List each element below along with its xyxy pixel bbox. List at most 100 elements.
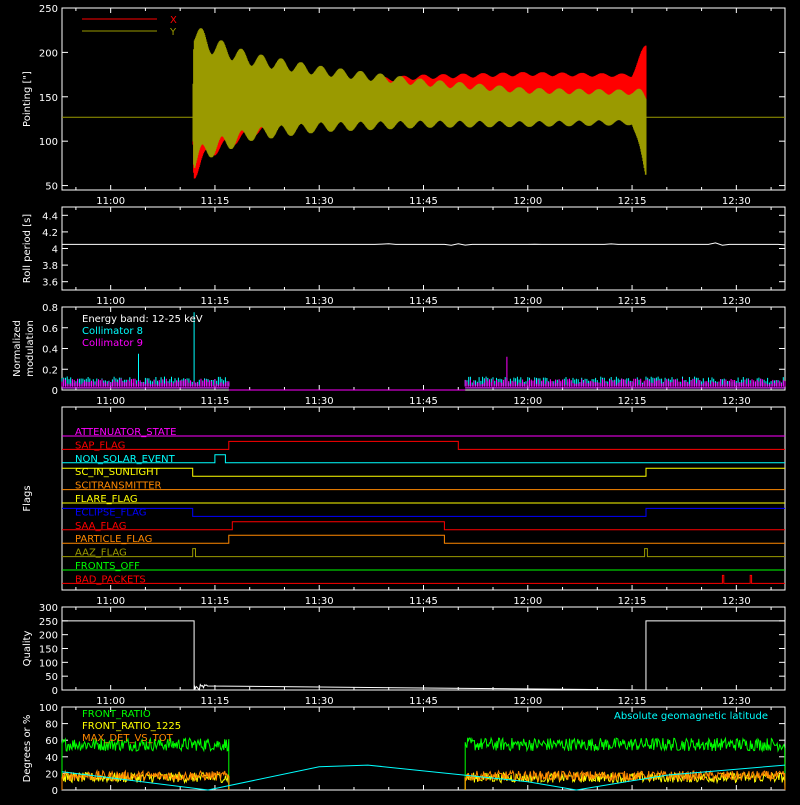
flag-label-particle-flag: PARTICLE_FLAG [75, 534, 152, 545]
quality-ytick-label: 0 [52, 686, 58, 697]
flag-label-attenuator-state: ATTENUATOR_STATE [75, 427, 176, 438]
flag-label-flare-flag: FLARE_FLAG [75, 494, 138, 505]
flag-label-saa-flag: SAA_FLAG [75, 521, 126, 532]
quality-xtick-label: 11:30 [305, 696, 334, 707]
roll-period-xtick-label: 11:45 [409, 296, 438, 307]
modulation-ytick-label: 0.6 [42, 324, 58, 335]
flag-label-sc-in-sunlight: SC_IN_SUNLIGHT [75, 467, 161, 478]
pointing-xtick-label: 11:15 [201, 196, 230, 207]
quality-xtick-label: 12:00 [513, 696, 542, 707]
pointing-ytick-label: 50 [45, 182, 58, 193]
modulation-series-9 [61, 356, 786, 389]
flag-label-scitransmitter: SCITRANSMITTER [75, 481, 162, 492]
flags-ylabel: Flags [22, 485, 33, 511]
quality-ytick-label: 300 [39, 603, 58, 614]
modulation-xtick-label: 11:30 [305, 396, 334, 407]
pointing-xtick-label: 12:15 [618, 196, 647, 207]
ratios-ytick-label: 80 [45, 720, 58, 731]
ratio-legend-2: MAX_DET_VS_TOT [82, 733, 174, 744]
modulation-xtick-label: 12:15 [618, 396, 647, 407]
flags-xtick-label: 11:15 [201, 596, 230, 607]
geomagnetic-latitude-line [61, 764, 786, 791]
flag-line-eclipse-flag [62, 507, 785, 517]
modulation-xtick-label: 11:00 [96, 396, 125, 407]
ratios-ytick-label: 60 [45, 736, 58, 747]
roll-period-ylabel: Roll period [s] [22, 214, 33, 283]
quality-ytick-label: 250 [39, 617, 58, 628]
quality-xtick-label: 12:15 [618, 696, 647, 707]
quality-xtick-label: 11:45 [409, 696, 438, 707]
quality-xtick-label: 12:30 [722, 696, 751, 707]
modulation-ylabel-2: modulation [25, 320, 36, 377]
pointing-ytick-label: 250 [39, 4, 58, 15]
flag-label-eclipse-flag: ECLIPSE_FLAG [75, 507, 146, 518]
modulation-legend-8: Collimator 8 [82, 326, 143, 337]
flags-xtick-label: 11:00 [96, 596, 125, 607]
ratios-ytick-label: 20 [45, 769, 58, 780]
ratios-ytick-label: 0 [52, 786, 58, 797]
roll-period-xtick-label: 12:15 [618, 296, 647, 307]
roll-period-ytick-label: 3.6 [42, 278, 58, 289]
roll-period-ytick-label: 4.4 [42, 211, 58, 222]
modulation-xtick-label: 11:45 [409, 396, 438, 407]
roll-period-ytick-label: 3.8 [42, 261, 58, 272]
pointing-ytick-label: 100 [39, 137, 58, 148]
roll-period-line [61, 242, 786, 246]
ratio-legend-0: FRONT_RATIO [82, 709, 151, 720]
flag-label-bad-packets: BAD_PACKETS [75, 574, 146, 585]
legend-label-x: X [170, 15, 177, 26]
flag-line-non-solar-event [62, 454, 785, 464]
quality-ytick-label: 50 [45, 672, 58, 683]
roll-period-xtick-label: 12:30 [722, 296, 751, 307]
quality-line [62, 620, 785, 691]
pointing-xtick-label: 11:45 [409, 196, 438, 207]
quality-xtick-label: 11:15 [201, 696, 230, 707]
modulation-xtick-label: 11:15 [201, 396, 230, 407]
modulation-ytick-label: 0.2 [42, 365, 58, 376]
pointing-ylabel: Pointing ["] [22, 71, 33, 127]
roll-period-ytick-label: 4.2 [42, 228, 58, 239]
quality-frame [61, 606, 786, 691]
modulation-energy-band: Energy band: 12-25 keV [82, 314, 203, 325]
flag-label-fronts-off: FRONTS_OFF [75, 561, 140, 572]
pointing-xtick-label: 12:30 [722, 196, 751, 207]
ratio-series-2 [61, 769, 786, 791]
geomagnetic-latitude-legend: Absolute geomagnetic latitude [614, 711, 768, 722]
pointing-series-y [192, 28, 647, 175]
roll-period-frame [61, 206, 786, 291]
roll-period-xtick-label: 11:30 [305, 296, 334, 307]
legend-label-y: Y [169, 27, 177, 38]
pointing-xtick-label: 11:30 [305, 196, 334, 207]
pointing-xtick-label: 11:00 [96, 196, 125, 207]
modulation-ytick-label: 0 [52, 386, 58, 397]
quality-xtick-label: 11:00 [96, 696, 125, 707]
ratio-legend-1: FRONT_RATIO_1225 [82, 721, 181, 732]
flag-label-non-solar-event: NON_SOLAR_EVENT [75, 454, 176, 465]
ratios-ytick-label: 40 [45, 753, 58, 764]
flags-xtick-label: 12:30 [722, 596, 751, 607]
roll-period-xtick-label: 11:00 [96, 296, 125, 307]
roll-period-xtick-label: 11:15 [201, 296, 230, 307]
flag-line-sc-in-sunlight [62, 467, 785, 477]
modulation-a-ylabel: Normalized [12, 320, 23, 377]
flag-line-particle-flag [62, 534, 785, 544]
ratios-ylabel: Degrees or % [22, 715, 33, 783]
flag-line-sap-flag [62, 440, 785, 450]
roll-period-xtick-label: 12:00 [513, 296, 542, 307]
quality-ytick-label: 150 [39, 645, 58, 656]
modulation-legend-9: Collimator 9 [82, 338, 143, 349]
modulation-ytick-label: 0.4 [42, 345, 58, 356]
flag-label-sap-flag: SAP_FLAG [75, 440, 125, 451]
quality-ytick-label: 200 [39, 631, 58, 642]
quality-ylabel: Quality [22, 631, 33, 667]
flags-xtick-label: 11:30 [305, 596, 334, 607]
modulation-ytick-label: 0.8 [42, 303, 58, 314]
modulation-xtick-label: 12:00 [513, 396, 542, 407]
flags-xtick-label: 11:45 [409, 596, 438, 607]
pointing-xtick-label: 12:00 [513, 196, 542, 207]
flag-line-aaz-flag [62, 548, 785, 558]
flags-xtick-label: 12:15 [618, 596, 647, 607]
modulation-xtick-label: 12:30 [722, 396, 751, 407]
